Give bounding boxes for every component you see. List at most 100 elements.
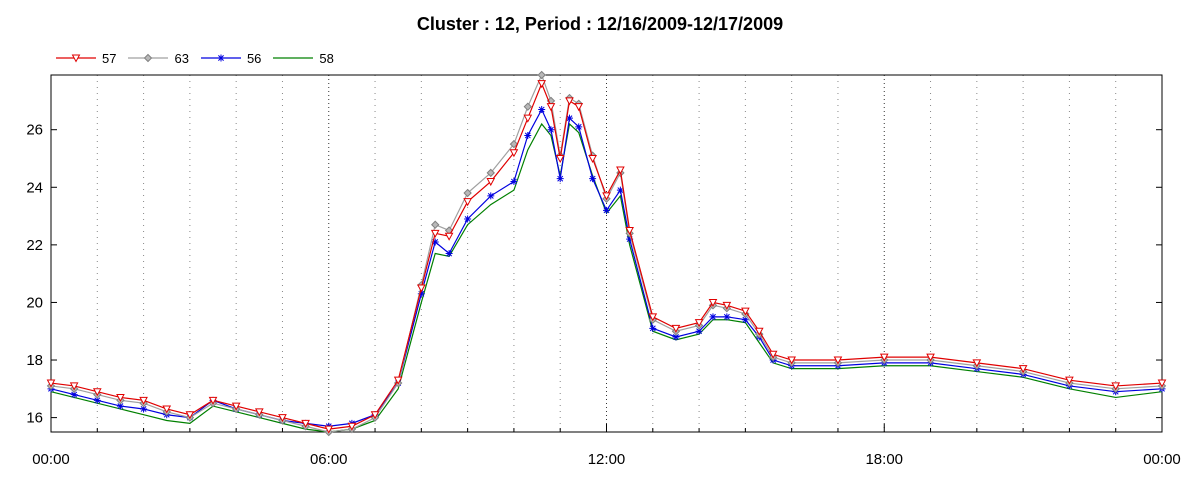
data-point [486, 168, 495, 178]
data-point [754, 327, 764, 336]
data-point [546, 103, 556, 112]
data-point [93, 396, 101, 404]
legend: 57 63 56 58 [56, 49, 346, 67]
legend-item: 57 [56, 51, 116, 66]
y-tick-label: 24 [26, 179, 43, 196]
y-tick-label: 26 [26, 122, 43, 139]
data-point [649, 324, 657, 332]
legend-swatch [56, 54, 96, 63]
data-point [139, 396, 148, 405]
data-point [741, 307, 750, 316]
data-point [301, 419, 310, 428]
legend-item: 58 [273, 50, 334, 66]
data-point [393, 376, 403, 385]
legend-label: 56 [246, 50, 262, 66]
data-point [92, 388, 102, 397]
data-point [616, 166, 625, 175]
legend-label: 58 [319, 50, 334, 66]
data-point [547, 126, 555, 134]
data-point [444, 232, 454, 241]
data-point [431, 238, 439, 246]
data-point [431, 220, 440, 229]
data-point [589, 175, 597, 183]
data-point [602, 192, 611, 201]
x-tick-label: 00:00 [1143, 451, 1181, 468]
data-point [278, 414, 287, 423]
data-point [509, 139, 519, 149]
chart-title: Cluster : 12, Period : 12/16/2009-12/17/… [416, 14, 784, 34]
series-58 [50, 122, 1163, 433]
data-point [588, 154, 597, 164]
data-point [70, 391, 78, 399]
data-point [879, 353, 889, 362]
data-point [523, 114, 533, 123]
data-point [575, 123, 583, 131]
plot-frame [50, 74, 1163, 433]
data-point [672, 333, 680, 341]
legend-swatch [200, 54, 241, 62]
data-point [741, 316, 749, 324]
series-63 [46, 70, 1167, 437]
legend-item: 56 [200, 50, 262, 66]
data-point [694, 319, 704, 328]
data-point [69, 382, 79, 391]
data-point [768, 350, 778, 359]
legend-label: 63 [174, 50, 189, 66]
data-point [603, 206, 610, 214]
data-point [625, 226, 634, 236]
data-point [144, 53, 153, 63]
data-point [723, 313, 731, 321]
data-point [231, 402, 241, 411]
data-point [648, 313, 658, 322]
data-point [347, 422, 357, 431]
data-point [708, 298, 718, 307]
data-point [537, 70, 546, 80]
series-line [50, 122, 1163, 433]
data-point [524, 131, 532, 139]
y-tick-label: 18 [26, 352, 43, 369]
data-point [140, 405, 148, 413]
data-point [565, 114, 573, 122]
data-point [616, 186, 624, 194]
data-point [217, 54, 225, 62]
data-point [464, 215, 472, 223]
data-point [208, 396, 218, 405]
data-point [324, 425, 334, 434]
y-tick-label: 16 [26, 410, 43, 427]
x-tick-label: 18:00 [865, 451, 903, 468]
data-point [509, 149, 519, 158]
series-57 [46, 80, 1167, 434]
data-point [787, 356, 797, 365]
data-point [71, 54, 81, 63]
data-point [116, 402, 124, 410]
y-tick-label: 20 [26, 294, 43, 311]
data-point [116, 393, 125, 403]
data-point [1018, 365, 1028, 374]
data-point [487, 192, 495, 200]
data-point [538, 106, 546, 114]
data-point [1065, 376, 1074, 385]
data-point [574, 103, 584, 112]
x-tick-label: 06:00 [310, 451, 348, 468]
data-point [254, 408, 264, 417]
legend-swatch [128, 53, 169, 63]
data-point [486, 178, 496, 187]
data-point [1157, 379, 1167, 388]
data-point [695, 327, 703, 335]
data-point [510, 178, 518, 186]
data-point [671, 324, 681, 333]
legend-label: 57 [102, 50, 117, 66]
data-point [709, 313, 717, 321]
data-point [565, 97, 574, 106]
data-point [555, 154, 565, 164]
data-point [722, 301, 732, 310]
data-point [833, 356, 843, 365]
data-point [1111, 382, 1121, 391]
data-point [463, 188, 472, 198]
data-point [445, 250, 453, 257]
data-point [537, 80, 547, 89]
data-point [972, 359, 982, 368]
data-point [162, 405, 172, 414]
data-point [185, 411, 195, 420]
